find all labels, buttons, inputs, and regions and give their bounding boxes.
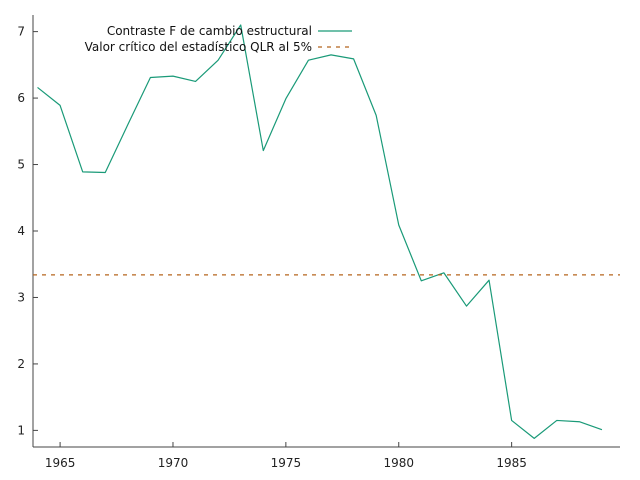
x-tick-label: 1985 <box>496 456 527 470</box>
x-tick-label: 1975 <box>271 456 302 470</box>
x-tick-label: 1965 <box>45 456 76 470</box>
legend: Contraste F de cambio estructural Valor … <box>85 24 352 54</box>
x-ticks: 1965 1970 1975 1980 1985 <box>45 442 527 470</box>
y-tick-label: 1 <box>17 423 25 437</box>
y-tick-label: 3 <box>17 290 25 304</box>
y-tick-label: 5 <box>17 158 25 172</box>
y-tick-label: 4 <box>17 224 25 238</box>
series-layer <box>33 24 620 439</box>
y-tick-label: 2 <box>17 357 25 371</box>
y-tick-label: 7 <box>17 25 25 39</box>
y-ticks: 1 2 3 4 5 6 7 <box>17 25 38 437</box>
legend-label-qlr-critical: Valor crítico del estadístico QLR al 5% <box>85 40 312 54</box>
x-tick-label: 1980 <box>383 456 414 470</box>
series-line-f-test <box>37 24 603 439</box>
y-tick-label: 6 <box>17 91 25 105</box>
legend-label-f-test: Contraste F de cambio estructural <box>107 24 312 38</box>
x-tick-label: 1970 <box>158 456 189 470</box>
